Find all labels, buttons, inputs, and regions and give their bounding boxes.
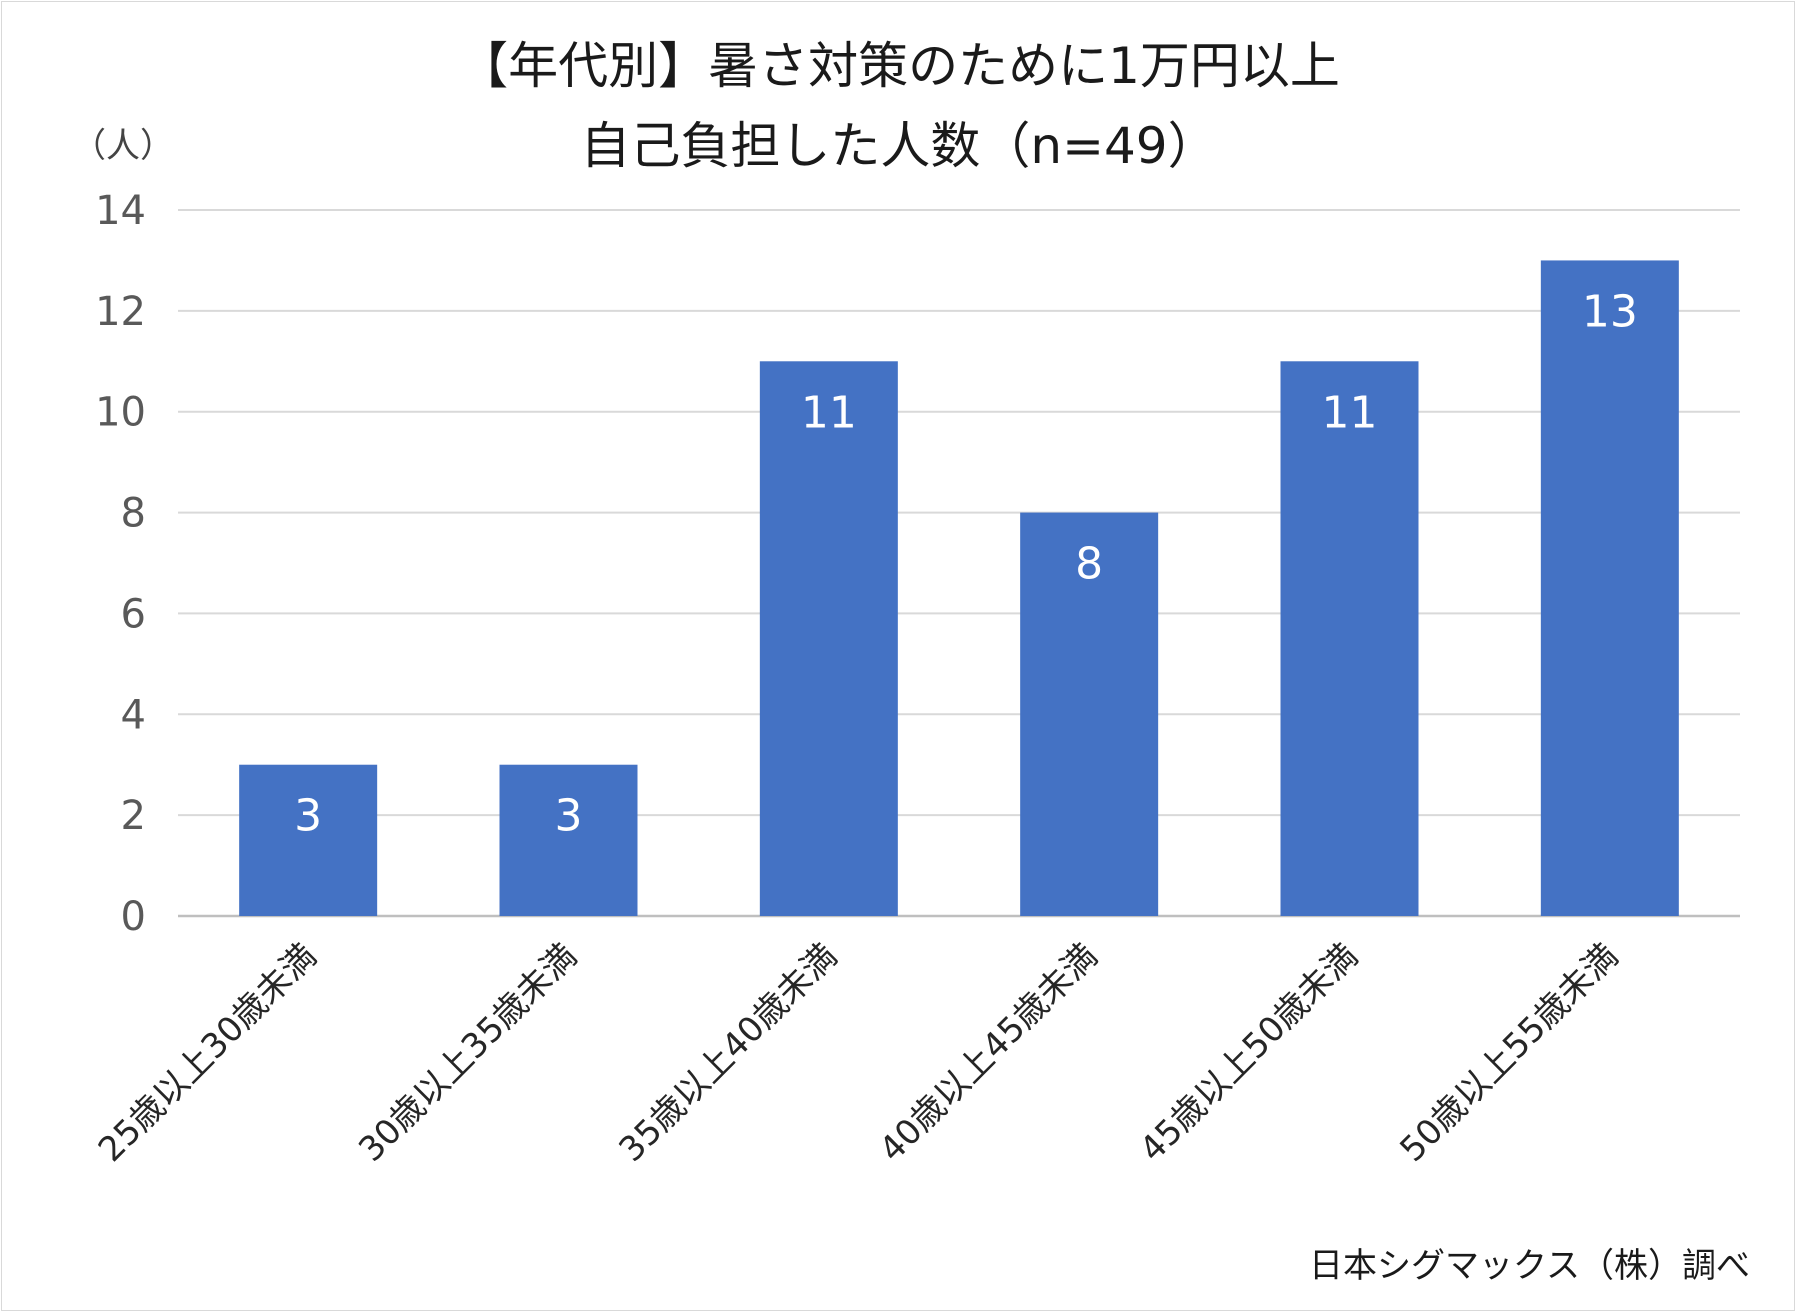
source-note: 日本シグマックス（株）調べ <box>1309 1246 1750 1286</box>
bar <box>499 764 638 916</box>
bar <box>1280 361 1419 916</box>
data-label: 11 <box>1322 387 1378 438</box>
data-label: 3 <box>555 791 583 842</box>
data-label: 8 <box>1075 539 1103 590</box>
x-category-label: 35歳以上40歳未満 <box>611 936 845 1170</box>
data-label: 11 <box>801 387 857 438</box>
y-tick-label: 2 <box>121 793 146 839</box>
x-category-label: 30歳以上35歳未満 <box>351 936 585 1170</box>
x-category-label: 45歳以上50歳未満 <box>1132 936 1366 1170</box>
y-tick-label: 6 <box>121 591 146 637</box>
y-tick-label: 10 <box>95 390 146 436</box>
y-axis-unit-label: （人） <box>72 126 174 166</box>
chart-title-line2: 自己負担した人数（n=49） <box>580 117 1218 175</box>
bar <box>1020 512 1159 916</box>
bar <box>1540 260 1679 916</box>
y-tick-label: 14 <box>95 188 146 234</box>
data-label: 3 <box>294 791 322 842</box>
chart-title-line1: 【年代別】暑さ対策のために1万円以上 <box>458 37 1340 95</box>
y-tick-label: 0 <box>121 894 146 940</box>
y-tick-label: 8 <box>121 491 146 537</box>
x-category-label: 50歳以上55歳未満 <box>1392 936 1626 1170</box>
bar <box>759 361 898 916</box>
x-category-label: 25歳以上30歳未満 <box>91 936 325 1170</box>
data-label: 13 <box>1582 286 1638 337</box>
x-category-label: 40歳以上45歳未満 <box>872 936 1106 1170</box>
bar <box>239 764 378 916</box>
y-tick-label: 12 <box>95 289 146 335</box>
y-tick-label: 4 <box>121 692 146 738</box>
